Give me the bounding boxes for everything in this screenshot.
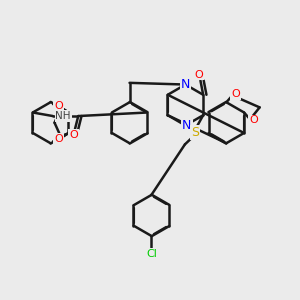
Text: O: O (249, 116, 258, 125)
Text: O: O (54, 134, 63, 144)
Text: NH: NH (56, 111, 71, 121)
Text: O: O (69, 130, 78, 140)
Text: O: O (195, 70, 203, 80)
Text: Cl: Cl (146, 249, 157, 259)
Text: O: O (231, 89, 240, 99)
Text: S: S (191, 126, 199, 139)
Text: O: O (54, 101, 63, 111)
Text: N: N (181, 78, 190, 91)
Text: N: N (182, 119, 191, 132)
